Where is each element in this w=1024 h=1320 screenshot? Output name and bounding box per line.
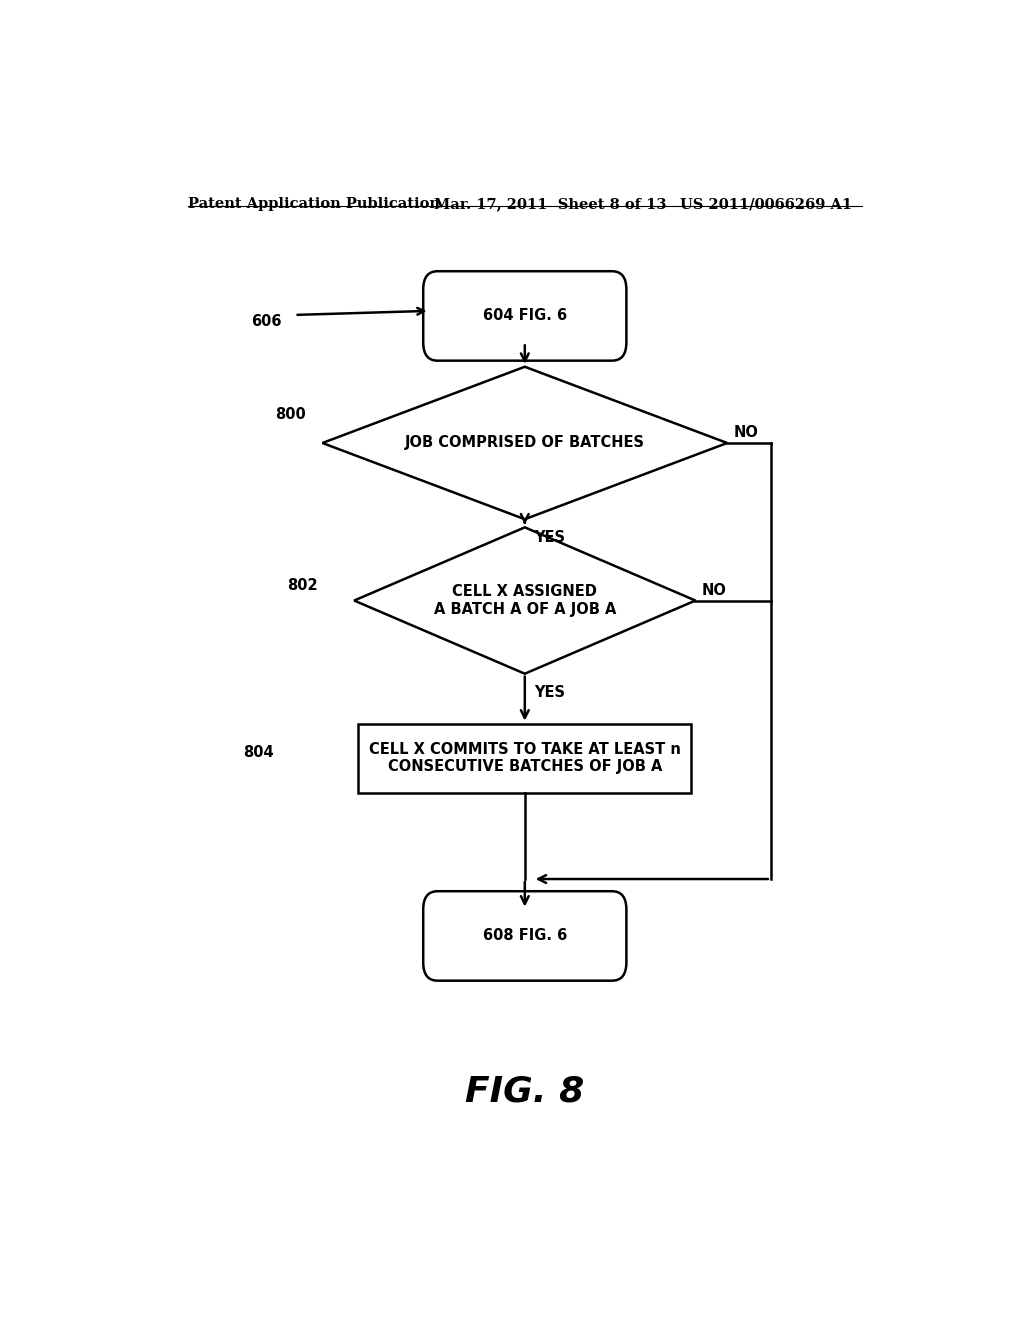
Text: JOB COMPRISED OF BATCHES: JOB COMPRISED OF BATCHES — [404, 436, 645, 450]
Bar — [358, 723, 691, 792]
Text: FIG. 8: FIG. 8 — [465, 1074, 585, 1109]
Text: CELL X ASSIGNED
A BATCH A OF A JOB A: CELL X ASSIGNED A BATCH A OF A JOB A — [433, 585, 616, 616]
Text: US 2011/0066269 A1: US 2011/0066269 A1 — [680, 197, 852, 211]
Text: 800: 800 — [274, 407, 305, 422]
Text: NO: NO — [701, 583, 727, 598]
Text: YES: YES — [535, 685, 565, 700]
FancyBboxPatch shape — [423, 271, 627, 360]
Polygon shape — [323, 367, 727, 519]
Text: 606: 606 — [251, 314, 282, 329]
Text: NO: NO — [733, 425, 759, 441]
Text: Mar. 17, 2011  Sheet 8 of 13: Mar. 17, 2011 Sheet 8 of 13 — [433, 197, 666, 211]
Text: 604 FIG. 6: 604 FIG. 6 — [482, 309, 567, 323]
Text: Patent Application Publication: Patent Application Publication — [187, 197, 439, 211]
Text: YES: YES — [535, 531, 565, 545]
Polygon shape — [354, 528, 695, 673]
FancyBboxPatch shape — [423, 891, 627, 981]
Text: 804: 804 — [243, 746, 273, 760]
Text: 608 FIG. 6: 608 FIG. 6 — [482, 928, 567, 944]
Text: 802: 802 — [287, 578, 317, 593]
Text: CELL X COMMITS TO TAKE AT LEAST n
CONSECUTIVE BATCHES OF JOB A: CELL X COMMITS TO TAKE AT LEAST n CONSEC… — [369, 742, 681, 775]
